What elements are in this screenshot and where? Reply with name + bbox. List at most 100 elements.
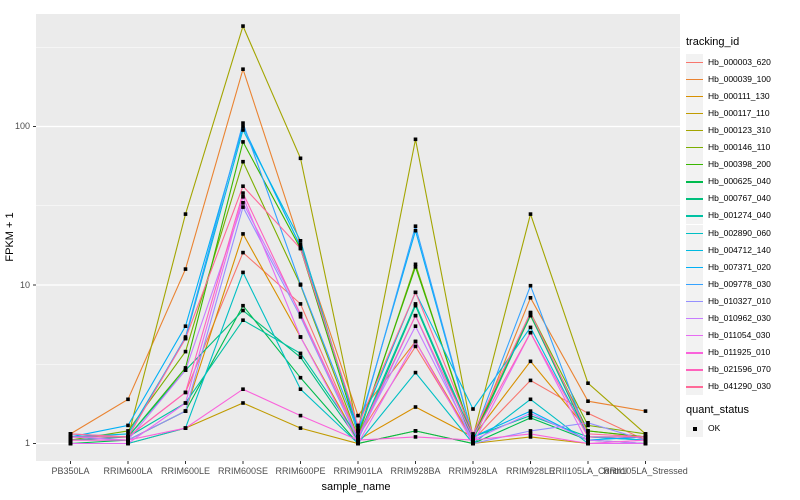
legend-color-line-icon [686,95,703,98]
legend-color-line-icon [686,249,703,251]
data-point [586,429,590,433]
data-point [528,212,533,216]
data-point [298,335,303,339]
legend-item-label: Hb_002890_060 [708,227,771,238]
legend-key [686,87,703,105]
data-point [298,426,303,430]
y-axis-title: FPKM + 1 [4,212,16,262]
legend-color-line-icon [686,335,703,337]
data-point [298,375,303,380]
legend-key [686,121,703,139]
data-point [413,290,418,295]
x-tick-label: RRIM600LA [103,466,153,476]
data-point [241,195,245,199]
x-tick-label: RRIM928BA [390,466,441,476]
data-point [586,435,590,439]
y-tick-label: 10 [19,279,30,290]
data-point [241,303,245,308]
data-point [241,205,245,209]
legend-item-label: Hb_041290_030 [708,381,771,392]
legend-color-line-icon [686,386,703,388]
legend-item-label: Hb_004712_140 [708,244,771,255]
data-point [241,270,245,275]
legend-color-line-icon [686,369,703,371]
data-point [183,426,188,430]
data-point [183,401,188,405]
legend-key [686,275,703,293]
data-point [241,191,245,195]
legend-key [686,258,703,276]
data-point [241,250,245,255]
x-tick-label: PB350LA [51,466,90,476]
legend-item-label: Hb_021596_070 [708,364,771,375]
y-tick-label: 100 [14,121,30,131]
data-point [241,232,245,236]
data-point [528,296,533,300]
quant-legend-key [686,420,703,437]
data-point [183,336,188,341]
data-point [356,438,360,442]
data-point [413,224,418,228]
data-point [241,67,245,71]
legend-color-line-icon [686,129,703,132]
data-point [413,429,418,433]
data-point [183,267,188,271]
data-point [241,121,245,125]
data-point [471,432,475,436]
legend-key [686,139,703,156]
data-point [126,423,130,428]
data-point [528,312,533,317]
legend-color-line-icon [686,318,703,320]
x-tick-label: RRIM928LA [448,466,498,476]
data-point [126,438,130,442]
legend-item-label: Hb_000117_110 [708,107,770,118]
data-point [298,242,303,247]
data-point [298,302,303,306]
data-point [183,349,188,354]
data-point [298,312,303,317]
data-point [528,411,533,416]
legend-item-label: Hb_000398_200 [708,159,771,170]
data-point [528,413,533,418]
data-point [413,370,418,375]
data-point [298,282,303,287]
data-point [528,325,533,330]
data-point [126,429,130,433]
legend-item-label: Hb_010962_030 [708,313,771,323]
legend-key [686,104,703,122]
data-point [528,409,533,413]
data-point [471,441,475,446]
data-point [528,310,533,315]
data-point [528,429,533,433]
data-point [126,432,130,436]
data-point [471,435,475,439]
x-tick-label: RRIM901LA [333,466,383,476]
legend-item-label: Hb_000767_040 [708,193,771,204]
legend-key [686,207,703,225]
data-point [356,426,360,430]
legend-key [686,361,703,379]
data-point [241,128,245,132]
data-point [183,368,188,372]
data-point [586,441,590,446]
legend-key [686,173,703,191]
data-point [183,390,188,395]
data-point [298,351,303,356]
legend-item-label: Hb_007371_020 [708,261,771,272]
legend-key [686,190,703,208]
data-point [183,409,188,413]
legend-color-line-icon [686,300,703,303]
legend-color-line-icon [686,181,703,183]
data-point [298,315,303,319]
data-point [126,435,130,439]
data-point [241,140,245,144]
x-tick-label: RRII105LA_Control [548,466,628,476]
legend-item-label: Hb_000003_620 [708,56,771,67]
data-point [528,330,533,335]
legend-item-label: Hb_009778_030 [708,278,771,289]
data-point [241,159,245,164]
legend-color-line-icon [686,215,703,217]
data-point [298,413,303,418]
data-point [643,441,648,446]
